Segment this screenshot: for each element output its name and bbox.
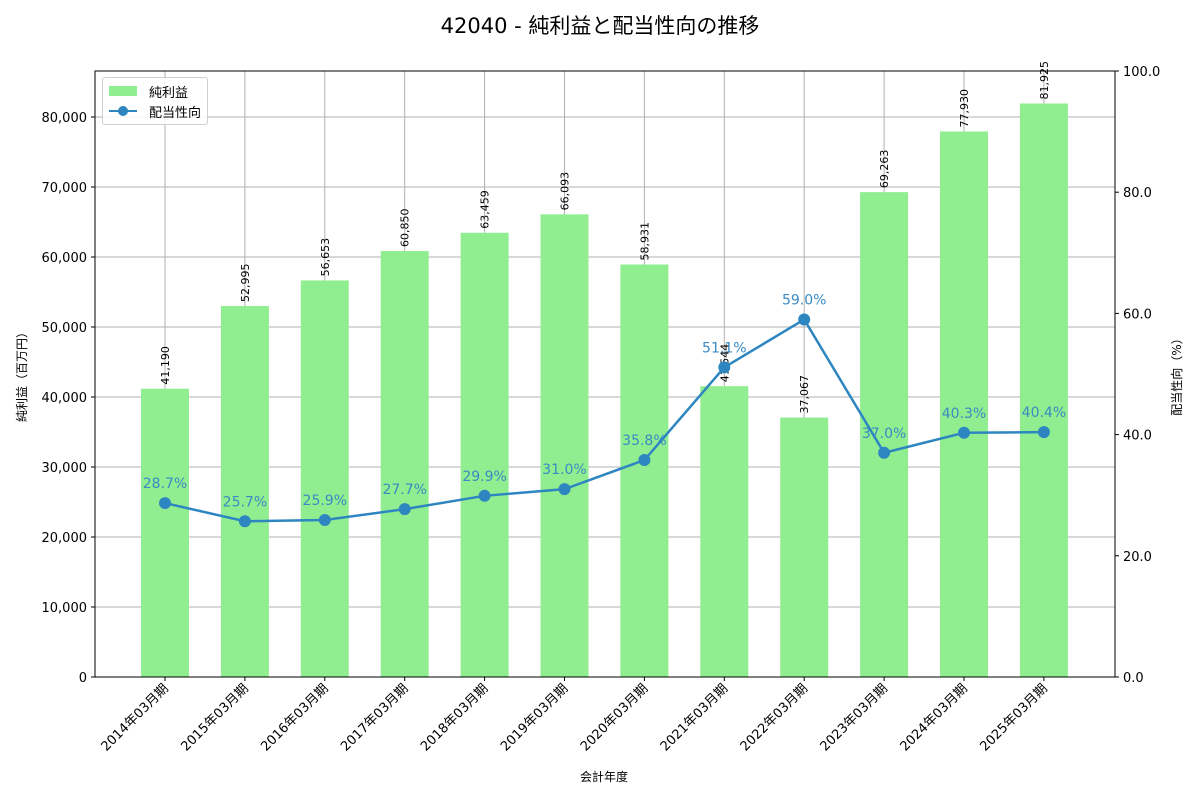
x-tick-label: 2019年03月期 bbox=[498, 681, 571, 754]
x-tick-label: 2017年03月期 bbox=[338, 681, 411, 754]
x-tick-label: 2022年03月期 bbox=[738, 681, 811, 754]
line-value-label: 59.0% bbox=[782, 292, 826, 308]
left-tick-label: 0 bbox=[79, 671, 87, 686]
left-tick-label: 80,000 bbox=[42, 111, 88, 126]
x-tick-label: 2025年03月期 bbox=[977, 681, 1050, 754]
bar-series-net-income bbox=[141, 103, 1068, 678]
bar-value-label: 60,850 bbox=[399, 209, 412, 248]
bar bbox=[300, 280, 349, 677]
line-value-label: 25.9% bbox=[303, 493, 347, 509]
bar-value-label: 37,067 bbox=[798, 375, 811, 414]
line-marker-swatch-icon bbox=[109, 106, 137, 116]
left-tick-label: 50,000 bbox=[42, 321, 88, 336]
line-value-label: 40.3% bbox=[942, 406, 986, 422]
right-y-axis-title: 配当性向（%） bbox=[1169, 332, 1184, 415]
line-marker bbox=[878, 446, 891, 459]
bar bbox=[460, 232, 509, 678]
bar-value-label: 41,190 bbox=[159, 346, 172, 385]
right-tick-label: 0.0 bbox=[1123, 671, 1144, 686]
bar bbox=[380, 251, 429, 677]
legend-label-net-income: 純利益 bbox=[149, 85, 189, 101]
right-tick-label: 40.0 bbox=[1123, 429, 1152, 444]
bar-value-label: 66,093 bbox=[559, 172, 572, 211]
axes bbox=[94, 70, 1116, 678]
x-tick-label: 2018年03月期 bbox=[418, 681, 491, 754]
bar bbox=[540, 214, 589, 677]
line-marker bbox=[478, 489, 491, 502]
line-marker bbox=[798, 313, 811, 326]
line-value-label: 35.8% bbox=[622, 433, 666, 449]
chart-title: 42040 - 純利益と配当性向の推移 bbox=[440, 14, 760, 38]
line-marker bbox=[318, 514, 331, 527]
bar-value-labels: 41,190 52,995 56,653 60,850 63,459 66,093 58,9… bbox=[159, 61, 1051, 414]
left-tick-label: 40,000 bbox=[42, 391, 88, 406]
line-marker bbox=[1037, 426, 1050, 439]
line-marker bbox=[718, 361, 731, 374]
line-marker bbox=[398, 503, 411, 516]
bar-swatch-icon bbox=[109, 86, 137, 96]
left-tick-label: 30,000 bbox=[42, 461, 88, 476]
right-tick-label: 60.0 bbox=[1123, 307, 1152, 322]
bar bbox=[860, 192, 909, 677]
bar-value-label: 77,930 bbox=[958, 89, 971, 128]
line-value-label: 31.0% bbox=[542, 462, 586, 478]
bar bbox=[141, 388, 189, 677]
right-tick-label: 100.0 bbox=[1123, 65, 1160, 80]
left-tick-label: 20,000 bbox=[42, 531, 88, 546]
bar-value-label: 52,995 bbox=[239, 264, 252, 303]
bar-value-label: 56,653 bbox=[319, 238, 332, 277]
left-y-axis-title: 純利益（百万円） bbox=[15, 326, 29, 422]
line-value-label: 25.7% bbox=[223, 494, 267, 510]
line-value-label: 51.1% bbox=[702, 340, 746, 356]
line-value-label: 37.0% bbox=[862, 426, 906, 442]
bar bbox=[620, 264, 669, 677]
bar bbox=[700, 386, 749, 677]
line-marker bbox=[159, 497, 171, 510]
bar-value-label: 69,263 bbox=[878, 150, 891, 189]
legend-label-payout-ratio: 配当性向 bbox=[149, 105, 202, 121]
bar-value-label: 58,931 bbox=[638, 222, 651, 261]
bar-value-label: 63,459 bbox=[479, 190, 492, 229]
line-value-labels: 28.7% 25.7% 25.9% 27.7% 29.9% 31.0% 35.8% 51.1%… bbox=[143, 292, 1066, 510]
x-axis-title: 会計年度 bbox=[580, 769, 628, 784]
line-value-label: 29.9% bbox=[462, 469, 506, 485]
bar bbox=[780, 417, 829, 677]
line-value-label: 28.7% bbox=[143, 476, 187, 492]
x-tick-label: 2016年03月期 bbox=[258, 681, 331, 754]
x-axis-ticks: 2014年03月期 2015年03月期 2016年03月期 2017年03月期 2018… bbox=[99, 677, 1051, 755]
bar bbox=[940, 131, 988, 677]
x-tick-label: 2014年03月期 bbox=[99, 681, 172, 754]
line-marker bbox=[958, 426, 970, 439]
left-tick-label: 10,000 bbox=[42, 601, 88, 616]
legend-item-net-income: 純利益 bbox=[109, 82, 189, 101]
line-value-label: 40.4% bbox=[1022, 405, 1066, 421]
right-tick-label: 20.0 bbox=[1123, 550, 1152, 565]
line-series-payout-ratio bbox=[159, 313, 1050, 528]
legend-item-payout-ratio: 配当性向 bbox=[109, 102, 202, 121]
x-tick-label: 2015年03月期 bbox=[178, 681, 251, 754]
x-tick-label: 2021年03月期 bbox=[658, 681, 731, 754]
x-tick-label: 2020年03月期 bbox=[578, 681, 651, 754]
bar bbox=[1019, 103, 1068, 678]
right-tick-label: 80.0 bbox=[1123, 186, 1152, 201]
x-tick-label: 2024年03月期 bbox=[898, 681, 971, 754]
bar-value-label: 81,925 bbox=[1038, 61, 1051, 100]
bar bbox=[220, 306, 269, 677]
line-marker bbox=[558, 483, 571, 496]
x-tick-label: 2023年03月期 bbox=[818, 681, 891, 754]
line-marker bbox=[638, 454, 651, 467]
right-y-axis-ticks: 0.0 20.0 40.0 60.0 80.0 100.0 bbox=[1115, 65, 1160, 686]
left-y-axis-ticks: 0 10,000 20,000 30,000 40,000 50,000 60,000 70,… bbox=[42, 111, 95, 686]
left-tick-label: 70,000 bbox=[42, 181, 88, 196]
line-value-label: 27.7% bbox=[382, 482, 426, 498]
line-marker bbox=[238, 515, 251, 528]
legend: 純利益 配当性向 bbox=[102, 77, 208, 125]
left-tick-label: 60,000 bbox=[42, 251, 88, 266]
